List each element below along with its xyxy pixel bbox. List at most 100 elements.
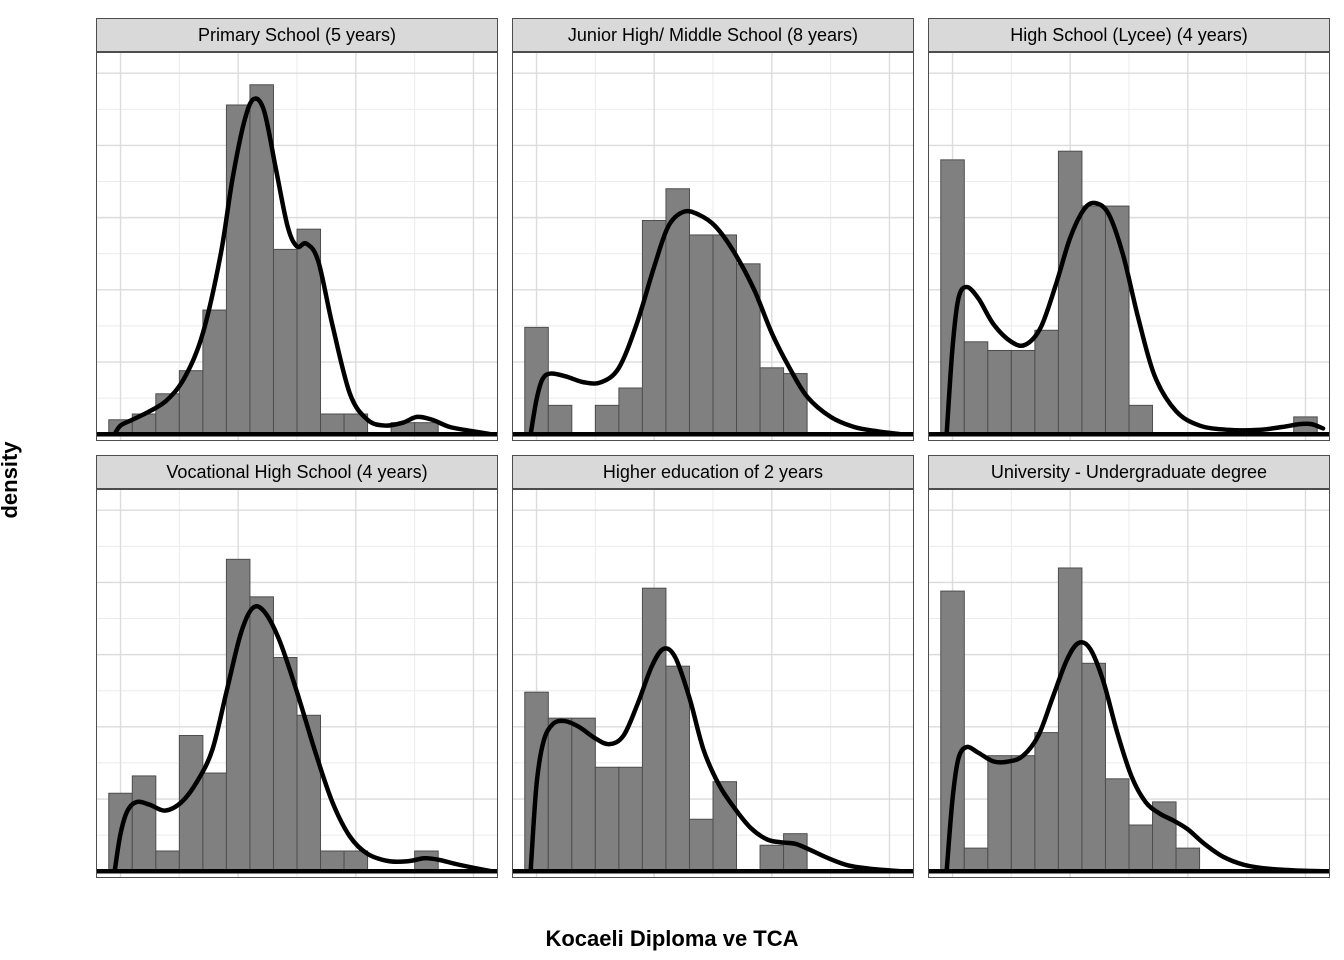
panel-svg [513,490,913,877]
histogram-bar [132,776,156,871]
ytick-mark [96,582,97,583]
ytick-label: 0.00 [96,862,97,878]
plot-panel: 0.000.250.500.751.001.25 [96,52,498,441]
ytick-mark [96,655,97,656]
histogram-bar [1082,206,1106,434]
ytick-mark [96,145,97,146]
facet-title: High School (Lycee) (4 years) [1010,25,1247,46]
histogram-bar [666,666,690,871]
facet-title: University - Undergraduate degree [991,462,1267,483]
facet-strip: Primary School (5 years) [96,18,498,52]
ytick-mark [96,510,97,511]
plot-panel [512,52,914,441]
plot-panel: 1234 [928,489,1330,878]
xtick-label: 2 [1065,877,1076,878]
histogram-bar [548,718,572,871]
facet-title: Vocational High School (4 years) [166,462,427,483]
facet-panel: Primary School (5 years) 0.000.250.500.75… [96,18,498,441]
xtick-label: 4 [886,877,897,878]
facet-panel: University - Undergraduate degree1234 [928,455,1330,878]
panel-svg [97,490,497,877]
facet-title: Junior High/ Middle School (8 years) [568,25,858,46]
histogram-bar [273,658,297,872]
xtick-label: 2 [649,877,660,878]
facet-strip: High School (Lycee) (4 years) [928,18,1330,52]
histogram-bar [713,235,737,434]
facet-strip: University - Undergraduate degree [928,455,1330,489]
histogram-bar [525,327,549,434]
panel-svg [97,53,497,440]
histogram-bar [964,342,988,434]
ytick-mark [96,218,97,219]
xtick-mark [120,877,121,878]
xtick-mark [952,877,953,878]
ytick-mark [96,728,97,729]
histogram-bar [760,368,784,434]
xtick-label: 1 [115,877,126,878]
xtick-label: 3 [768,877,779,878]
facet-panel: Junior High/ Middle School (8 years) [512,18,914,441]
facet-strip: Higher education of 2 years [512,455,914,489]
histogram-bar [273,249,297,434]
xtick-label: 3 [352,877,363,878]
histogram-bar [1105,779,1129,871]
xtick-mark [1307,877,1308,878]
histogram-bar [321,414,345,434]
xtick-mark [536,877,537,878]
histogram-bar [1129,405,1153,434]
histogram-bar [619,388,643,434]
ytick-mark [96,436,97,437]
ytick-mark [96,363,97,364]
xtick-label: 3 [1184,877,1195,878]
histogram-bar [1082,663,1106,871]
facet-panel: Vocational High School (4 years)0.000.25… [96,455,498,878]
xtick-mark [1189,877,1190,878]
figure: density Kocaeli Diploma ve TCA Primary S… [0,0,1344,960]
xtick-mark [891,877,892,878]
histogram-bar [572,718,596,871]
facet-title: Primary School (5 years) [198,25,396,46]
histogram-bar [964,848,988,871]
histogram-bar [1035,330,1059,434]
histogram-bar [1011,350,1035,434]
histogram-bar [548,405,572,434]
facet-panel: High School (Lycee) (4 years) [928,18,1330,441]
facet-panel: Higher education of 2 years 1 2 3 4 [512,455,914,878]
histogram-bar [1058,151,1082,434]
histogram-bar [988,756,1012,872]
histogram-bar [595,767,619,871]
histogram-bar [1058,568,1082,871]
panel-svg [513,53,913,440]
histogram-bar [1011,756,1035,872]
ytick-mark [96,873,97,874]
plot-panel: 0.000.250.500.751.001.251234 [96,489,498,878]
histogram-bar [642,221,666,435]
xtick-mark [654,877,655,878]
xtick-mark [475,877,476,878]
facet-grid: Primary School (5 years) 0.000.250.500.75… [96,18,1330,878]
histogram-bar [1035,733,1059,872]
xtick-label: 1 [531,877,542,878]
xtick-mark [773,877,774,878]
histogram-bar [988,350,1012,434]
x-axis-label: Kocaeli Diploma ve TCA [545,926,798,952]
ytick-mark [96,73,97,74]
ytick-label: 0.00 [96,425,97,441]
xtick-label: 1 [947,877,958,878]
histogram-bar [760,845,784,871]
ytick-mark [96,800,97,801]
panel-svg [929,490,1329,877]
histogram-bar [1129,825,1153,871]
histogram-bar [203,773,227,871]
xtick-mark [357,877,358,878]
histogram-bar [689,235,713,434]
histogram-bar [595,405,619,434]
histogram-bar [642,588,666,871]
plot-panel: 1 2 3 4 [512,489,914,878]
xtick-mark [238,877,239,878]
xtick-label: 2 [233,877,244,878]
plot-panel [928,52,1330,441]
xtick-label: 4 [470,877,481,878]
histogram-bar [226,559,250,871]
histogram-bar [321,851,345,871]
